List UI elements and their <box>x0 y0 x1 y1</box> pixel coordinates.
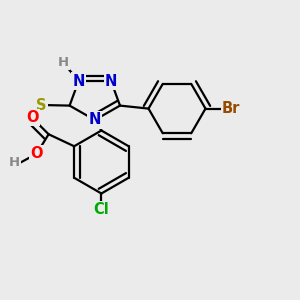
Text: N: N <box>105 74 117 88</box>
Text: Br: Br <box>222 101 240 116</box>
Text: N: N <box>88 112 101 128</box>
Text: S: S <box>36 98 47 112</box>
Text: Cl: Cl <box>94 202 109 217</box>
Text: H: H <box>9 156 20 169</box>
Text: N: N <box>72 74 85 88</box>
Text: O: O <box>26 110 38 125</box>
Text: O: O <box>30 146 43 161</box>
Text: H: H <box>57 56 69 69</box>
